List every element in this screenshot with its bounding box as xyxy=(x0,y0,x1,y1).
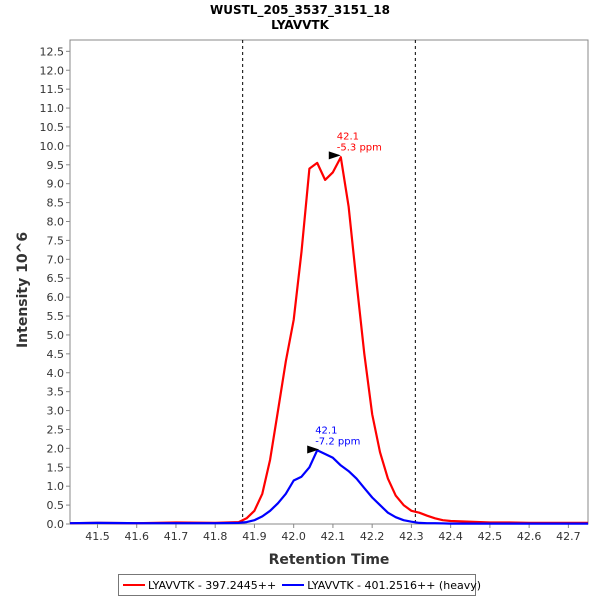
y-tick-label: 12.0 xyxy=(40,64,65,77)
x-tick-label: 42.0 xyxy=(281,530,306,543)
y-axis: 0.0 0.5 1.0 1.5 2.0 2.5 3.0 3.5 4.0 4.5 5.0 5.5 6.0 6… xyxy=(40,45,70,531)
x-tick-label: 42.2 xyxy=(360,530,385,543)
y-tick-label: 3.5 xyxy=(47,386,65,399)
legend: LYAVVTK - 397.2445++ LYAVVTK - 401.2516+… xyxy=(118,574,481,596)
y-tick-label: 10.0 xyxy=(40,140,65,153)
y-tick-label: 11.5 xyxy=(40,83,65,96)
integration-boundaries xyxy=(242,40,416,524)
y-tick-label: 5.5 xyxy=(47,310,65,323)
y-tick-label: 3.0 xyxy=(47,405,65,418)
y-tick-label: 6.5 xyxy=(47,272,65,285)
x-tick-label: 42.5 xyxy=(478,530,503,543)
plot-area xyxy=(69,39,589,525)
y-tick-label: 1.0 xyxy=(47,480,65,493)
x-tick-label: 41.7 xyxy=(164,530,189,543)
y-tick-label: 0.0 xyxy=(47,518,65,531)
y-tick-label: 5.0 xyxy=(47,329,65,342)
x-tick-label: 42.1 xyxy=(321,530,346,543)
y-tick-label: 9.0 xyxy=(47,178,65,191)
y-tick-label: 10.5 xyxy=(40,121,65,134)
peak-ppm-label: -7.2 ppm xyxy=(315,437,360,448)
x-tick-label: 41.6 xyxy=(124,530,149,543)
peak-ppm-label: -5.3 ppm xyxy=(337,142,382,153)
x-tick-label: 42.3 xyxy=(399,530,424,543)
y-tick-label: 1.5 xyxy=(47,461,65,474)
y-axis-label: Intensity 10^6 xyxy=(15,232,31,348)
y-tick-label: 6.0 xyxy=(47,291,65,304)
series-line-0 xyxy=(69,156,588,525)
y-tick-label: 4.5 xyxy=(47,348,65,361)
legend-label-light: LYAVVTK - 397.2445++ xyxy=(148,578,277,592)
x-tick-label: 41.5 xyxy=(85,530,110,543)
legend-label-heavy: LYAVVTK - 401.2516++ (heavy) xyxy=(307,578,482,592)
y-tick-label: 9.5 xyxy=(47,159,65,172)
y-tick-label: 11.0 xyxy=(40,102,65,115)
x-tick-label: 41.9 xyxy=(242,530,267,543)
x-axis: 41.5 41.6 41.7 41.8 41.9 42.0 42.1 42.2 42.3 42.4… xyxy=(85,524,581,543)
y-tick-label: 12.5 xyxy=(40,45,65,58)
chart-title: WUSTL_205_3537_3151_18 xyxy=(210,3,390,18)
legend-item-heavy: LYAVVTK - 401.2516++ (heavy) xyxy=(282,579,481,592)
series-line-1 xyxy=(69,449,588,525)
x-tick-label: 42.4 xyxy=(438,530,463,543)
x-tick-label: 42.6 xyxy=(517,530,542,543)
x-tick-label: 42.7 xyxy=(556,530,581,543)
x-tick-label: 41.8 xyxy=(203,530,228,543)
legend-swatch-heavy xyxy=(282,584,305,586)
y-tick-label: 0.5 xyxy=(47,499,65,512)
x-axis-label: Retention Time xyxy=(269,552,390,568)
chart-subtitle: LYAVVTK xyxy=(271,18,330,32)
y-tick-label: 2.0 xyxy=(47,442,65,455)
peak-rt-label: 42.1 xyxy=(337,131,359,142)
y-tick-label: 8.5 xyxy=(47,197,65,210)
legend-item-light: LYAVVTK - 397.2445++ xyxy=(123,579,276,592)
peak-marker xyxy=(328,151,341,160)
series-layer xyxy=(69,156,588,525)
peak-rt-label: 42.1 xyxy=(315,426,337,437)
y-tick-label: 7.5 xyxy=(47,234,65,247)
legend-swatch-light xyxy=(123,584,145,586)
y-tick-label: 7.0 xyxy=(47,253,65,266)
y-tick-label: 2.5 xyxy=(47,423,65,436)
y-tick-label: 8.0 xyxy=(47,216,65,229)
peak-marker xyxy=(307,445,320,454)
y-tick-label: 4.0 xyxy=(47,367,65,380)
